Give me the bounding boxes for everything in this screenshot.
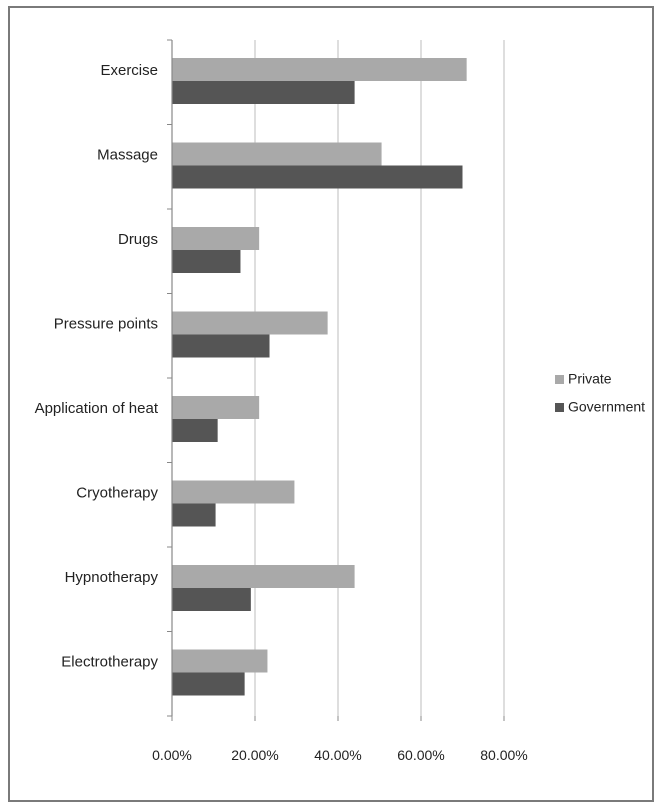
x-tick-labels: 0.00% 20.00% 40.00% 60.00% 80.00% [152,747,528,763]
category-label: Application of heat [35,400,159,417]
chart-frame [8,6,654,802]
bar-government-hypnotherapy [172,588,251,611]
legend: Private Government [555,371,645,415]
x-tick-label: 40.00% [314,747,361,763]
category-labels: Exercise Massage Drugs Pressure points Appli… [35,62,159,671]
x-tick-label: 60.00% [397,747,444,763]
bar-private-exercise [172,58,467,81]
bar-private-cryotherapy [172,480,295,504]
legend-swatch-government [555,403,564,412]
bar-government-electrotherapy [172,672,245,696]
x-tick-label: 80.00% [480,747,527,763]
bars [172,58,467,696]
x-tick-label: 0.00% [152,747,192,763]
legend-label-private: Private [568,371,612,387]
legend-label-government: Government [568,399,645,415]
bar-government-cryotherapy [172,503,216,527]
category-label: Exercise [100,62,158,79]
bar-private-hypnotherapy [172,565,355,588]
bar-government-application-of-heat [172,419,218,442]
bar-private-application-of-heat [172,396,260,419]
category-label: Massage [97,146,158,163]
category-label: Pressure points [54,315,158,332]
bar-private-electrotherapy [172,649,268,673]
category-label: Cryotherapy [76,484,158,501]
category-label: Hypnotherapy [65,569,159,586]
bar-government-massage [172,165,463,189]
gridlines [254,40,505,716]
category-label: Drugs [118,231,158,248]
category-label: Electrotherapy [61,653,158,670]
bar-government-drugs [172,250,241,273]
bar-government-exercise [172,81,355,104]
bar-private-pressure-points [172,311,328,335]
bar-private-drugs [172,227,260,250]
bar-government-pressure-points [172,334,270,358]
category-axis [167,39,505,721]
legend-swatch-private [555,375,564,384]
bar-private-massage [172,142,382,166]
x-tick-label: 20.00% [231,747,278,763]
